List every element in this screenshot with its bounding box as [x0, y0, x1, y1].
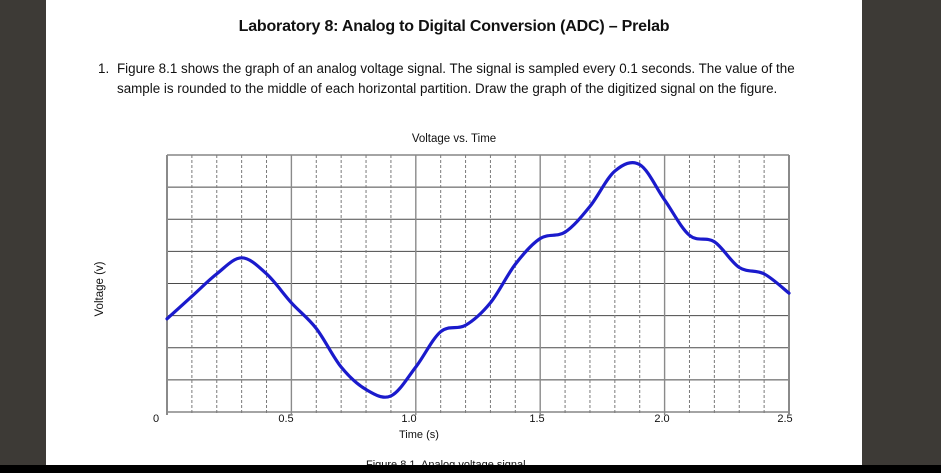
x-tick-2.0: 2.0	[654, 413, 670, 425]
question-text: Figure 8.1 shows the graph of an analog …	[117, 61, 795, 96]
figure-caption: Figure 8.1. Analog voltage signal	[366, 459, 526, 465]
chart-title: Voltage vs. Time	[411, 133, 497, 145]
signal-curve	[165, 161, 791, 399]
question-1: 1. Figure 8.1 shows the graph of an anal…	[98, 59, 797, 98]
right-dark-margin	[862, 0, 941, 465]
x-axis-label: Time (s)	[399, 429, 439, 441]
plot-grid	[166, 154, 790, 415]
bottom-taskbar	[0, 465, 941, 473]
question-number: 1.	[98, 61, 110, 76]
x-tick-1.5: 1.5	[529, 413, 545, 425]
x-tick-0: 0	[152, 413, 160, 425]
left-dark-margin	[0, 0, 46, 465]
document-page: Laboratory 8: Analog to Digital Conversi…	[46, 0, 862, 465]
x-tick-2.5: 2.5	[777, 413, 793, 425]
x-tick-1.0: 1.0	[401, 413, 417, 425]
x-tick-0.5: 0.5	[278, 413, 294, 425]
document-title: Laboratory 8: Analog to Digital Conversi…	[238, 18, 670, 35]
